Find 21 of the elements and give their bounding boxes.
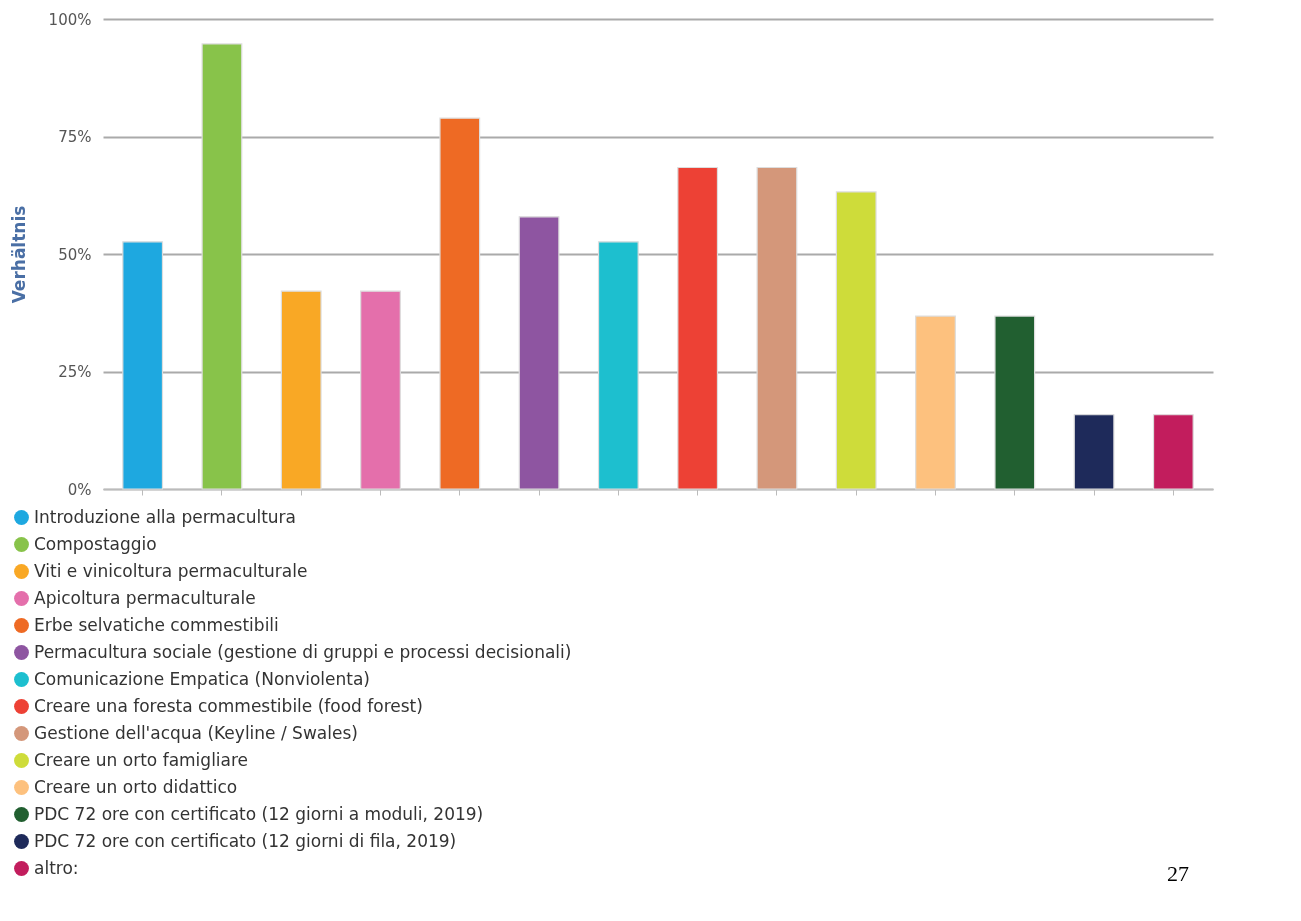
y-tick-label: 100% bbox=[48, 10, 92, 29]
legend-label: PDC 72 ore con certificato (12 giorni a moduli, 2019) bbox=[34, 803, 484, 824]
legend-label: PDC 72 ore con certificato (12 giorni di fila, 2019) bbox=[34, 830, 457, 851]
legend-label: Comunicazione Empatica (Nonviolenta) bbox=[34, 668, 370, 689]
legend-label: Permacultura sociale (gestione di gruppi e processi decisionali) bbox=[34, 641, 572, 662]
legend-label: Creare un orto famigliare bbox=[34, 749, 249, 770]
legend-label: Creare un orto didattico bbox=[34, 776, 238, 797]
y-axis-title: Verhältnis bbox=[8, 205, 29, 304]
legend-label: Apicoltura permaculturale bbox=[34, 587, 256, 608]
legend-label: Compostaggio bbox=[34, 533, 157, 554]
legend-label: Erbe selvatiche commestibili bbox=[34, 614, 279, 635]
legend-label: Creare una foresta commestibile (food forest) bbox=[34, 695, 423, 716]
legend-label: Viti e vinicoltura permaculturale bbox=[34, 560, 308, 581]
legend-label: Gestione dell'acqua (Keyline / Swales) bbox=[34, 722, 358, 743]
text: 27 bbox=[1167, 861, 1189, 886]
legend-label: Introduzione alla permacultura bbox=[34, 506, 297, 527]
y-tick-label: 0% bbox=[67, 480, 92, 499]
y-tick-label: 75% bbox=[58, 128, 92, 146]
legend-label: altro: bbox=[34, 857, 79, 878]
y-tick-label: 50% bbox=[58, 245, 92, 264]
y-tick-label: 25% bbox=[58, 363, 92, 381]
